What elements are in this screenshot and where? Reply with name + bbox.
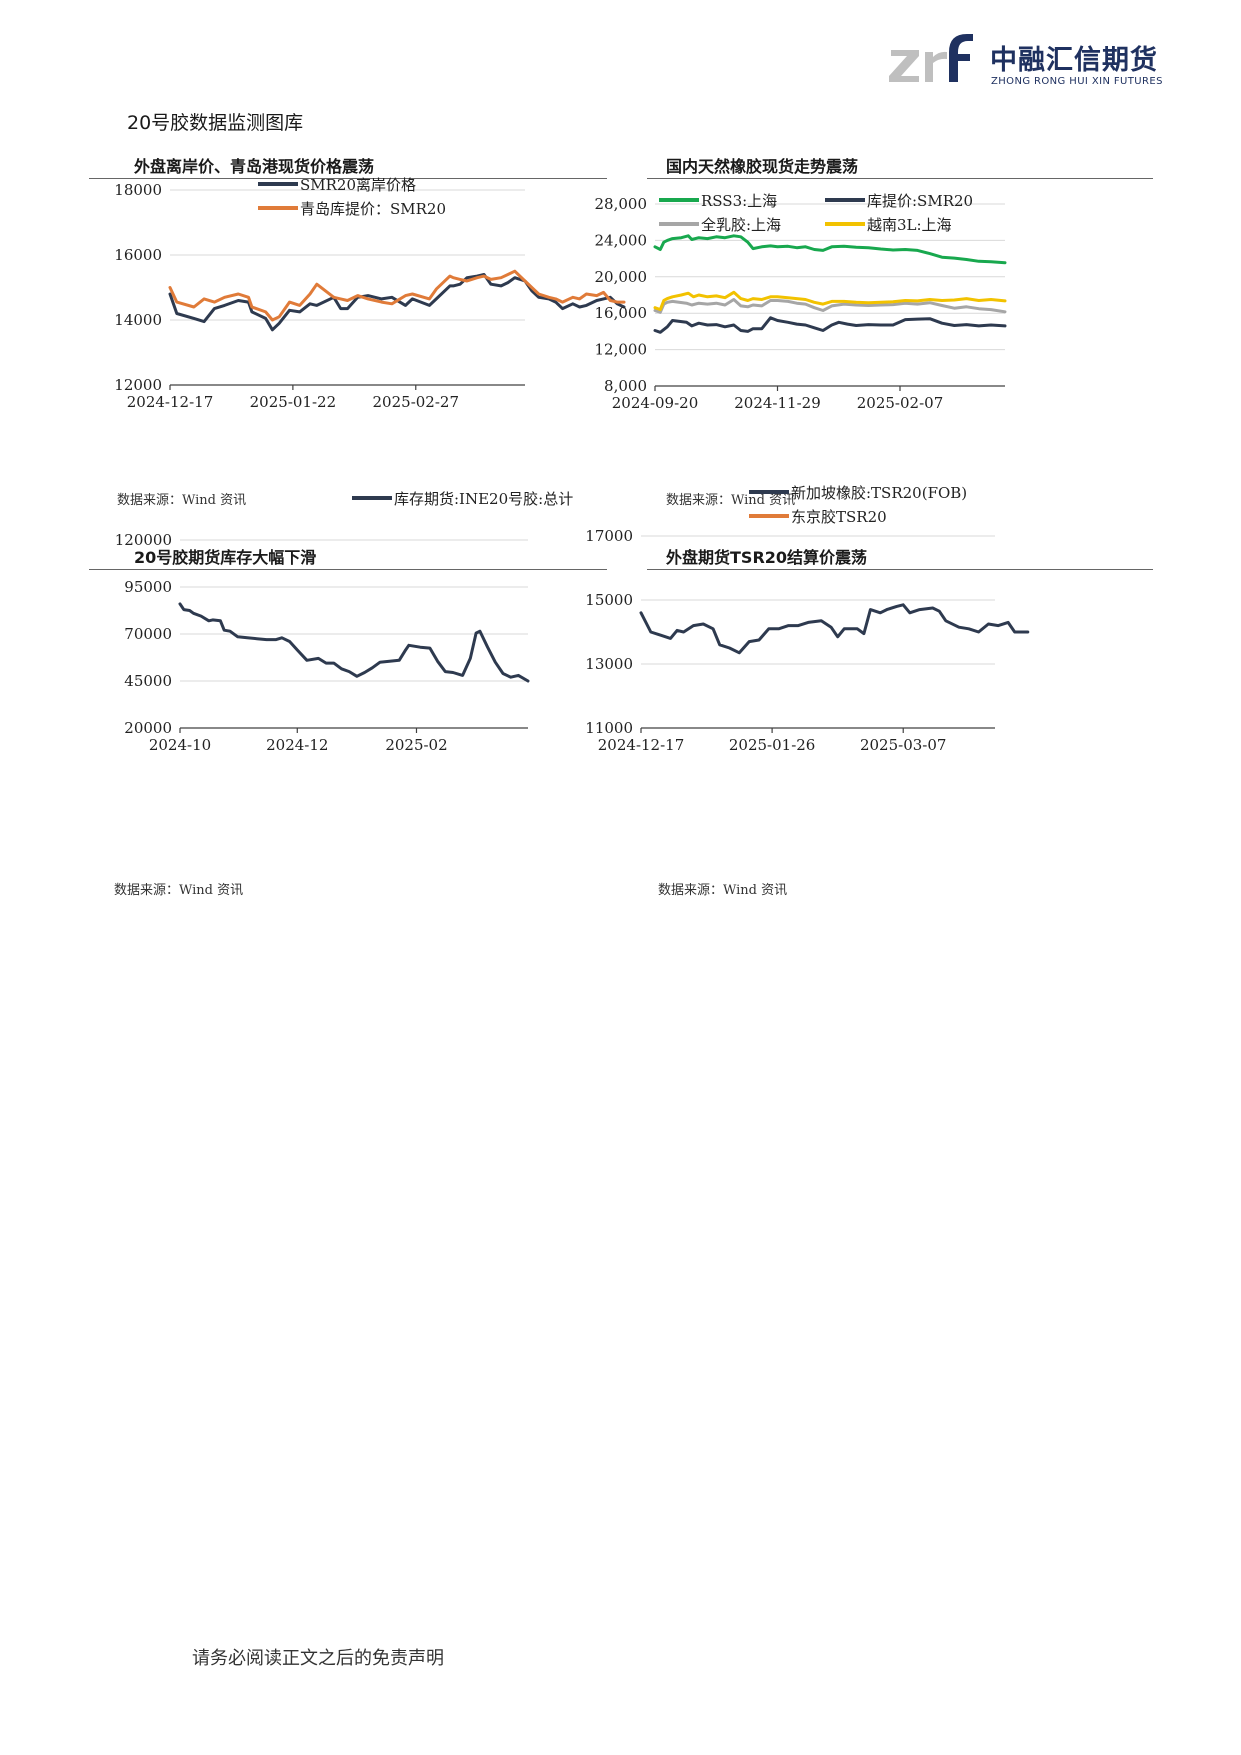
- chart-3-title: 20号胶期货库存大幅下滑: [134, 548, 317, 567]
- chart-3-legend-label-1: 库存期货:INE20号胶:总计: [394, 490, 573, 508]
- chart-3-y-tick-label: 120000: [115, 531, 172, 549]
- chart-1-series-line-1: [168, 273, 626, 332]
- chart-4-series-line-1: [639, 603, 1030, 655]
- chart-1-x-tick-label: 2024-12-17: [127, 393, 213, 411]
- chart-2-series-line-4: [653, 290, 1007, 312]
- chart-1-y-tick-label: 12000: [114, 376, 162, 394]
- disclaimer-footer: 请务必阅读正文之后的免责声明: [192, 1648, 444, 1669]
- logo-chinese-name: 中融汇信期货: [990, 45, 1158, 76]
- chart-3-y-tick-label: 45000: [124, 672, 172, 690]
- chart-2-x-tick-label: 2024-09-20: [612, 394, 698, 412]
- chart-1-x-tick-label: 2025-02-27: [373, 393, 459, 411]
- chart-1-x-tick-label: 2025-01-22: [250, 393, 336, 411]
- chart-4-y-tick-label: 17000: [585, 527, 633, 545]
- chart-4-x-tick-label: 2025-03-07: [860, 736, 946, 754]
- chart-4-y-tick-label: 11000: [585, 719, 633, 737]
- chart-2-y-tick-label: 24,000: [595, 231, 648, 249]
- chart-2-legend-label-3: 全乳胶:上海: [701, 216, 781, 234]
- chart-1-legend-label-1: SMR20离岸价格: [300, 176, 416, 194]
- chart-2-y-tick-label: 16,000: [595, 304, 648, 322]
- chart-4-y-tick-label: 15000: [585, 591, 633, 609]
- chart-3-x-tick-label: 2024-12: [266, 736, 328, 754]
- logo-english-name: ZHONG RONG HUI XIN FUTURES: [991, 76, 1163, 87]
- chart-3-source: 数据来源：Wind 资讯: [114, 883, 244, 898]
- chart-2-legend-label-1: RSS3:上海: [701, 192, 777, 210]
- chart-2-y-tick-label: 20,000: [595, 268, 648, 286]
- chart-4-y-tick-label: 13000: [585, 655, 633, 673]
- chart-4-x-tick-label: 2024-12-17: [598, 736, 684, 754]
- chart-2-legend-label-2: 库提价:SMR20: [867, 192, 973, 210]
- chart-3-y-tick-label: 70000: [124, 625, 172, 643]
- chart-2-series-line-2: [653, 316, 1007, 334]
- chart-1-title: 外盘离岸价、青岛港现货价格震荡: [134, 157, 375, 176]
- chart-3-x-tick-label: 2025-02: [385, 736, 447, 754]
- chart-4-legend-label-1: 新加坡橡胶:TSR20(FOB): [791, 484, 967, 502]
- chart-4-legend-label-2: 东京胶TSR20: [791, 508, 887, 526]
- chart-2-series-line-1: [653, 234, 1007, 265]
- chart-4-x-tick-label: 2025-01-26: [729, 736, 815, 754]
- section-title: 20号胶数据监测图库: [127, 112, 304, 134]
- chart-3-ine-inventory: 20000 45000 70000 95000 120000 2024-10 2024-12…: [115, 490, 573, 754]
- chart-2-title: 国内天然橡胶现货走势震荡: [666, 157, 859, 176]
- chart-1-source: 数据来源：Wind 资讯: [117, 493, 247, 508]
- chart-1-series-line-2: [168, 269, 626, 322]
- chart-4-title: 外盘期货TSR20结算价震荡: [666, 548, 868, 567]
- company-logo: 中融汇信期货 ZHONG RONG HUI XIN FUTURES: [885, 28, 1175, 92]
- chart-3-x-tick-label: 2024-10: [149, 736, 211, 754]
- chart-3-y-tick-label: 95000: [124, 578, 172, 596]
- chart-2-y-tick-label: 28,000: [595, 195, 648, 213]
- chart-3-y-tick-label: 20000: [124, 719, 172, 737]
- chart-4-title-rule: [647, 569, 1153, 570]
- chart-4-source: 数据来源：Wind 资讯: [658, 883, 788, 898]
- chart-1-y-tick-label: 16000: [114, 246, 162, 264]
- chart-2-series-line-3: [653, 298, 1007, 314]
- chart-3-series-line-1: [178, 602, 530, 683]
- chart-1-legend-label-2: 青岛库提价：SMR20: [300, 200, 446, 218]
- chart-2-domestic-spot: 8,000 12,000 16,000 20,000 24,000 28,000 2024-…: [595, 192, 1007, 412]
- chart-2-source: 数据来源：Wind 资讯: [666, 493, 796, 508]
- chart-2-y-tick-label: 8,000: [604, 377, 647, 395]
- chart-2-title-rule: [647, 178, 1153, 179]
- chart-4-tsr20-settlement: 11000 13000 15000 17000 2024-12-17 2025-01-26…: [585, 484, 1030, 754]
- chart-1-y-tick-label: 14000: [114, 311, 162, 329]
- chart-2-x-tick-label: 2024-11-29: [734, 394, 820, 412]
- chart-1-title-rule: [89, 178, 607, 179]
- chart-1-price-smr20: 12000 14000 16000 18000 2024-12-17 2025-01-22…: [114, 176, 626, 411]
- chart-2-legend-label-4: 越南3L:上海: [867, 216, 952, 234]
- zrf-logo-mark: [889, 34, 973, 82]
- chart-1-y-tick-label: 18000: [114, 181, 162, 199]
- chart-3-title-rule: [89, 569, 607, 570]
- chart-2-x-tick-label: 2025-02-07: [857, 394, 943, 412]
- chart-2-y-tick-label: 12,000: [595, 341, 648, 359]
